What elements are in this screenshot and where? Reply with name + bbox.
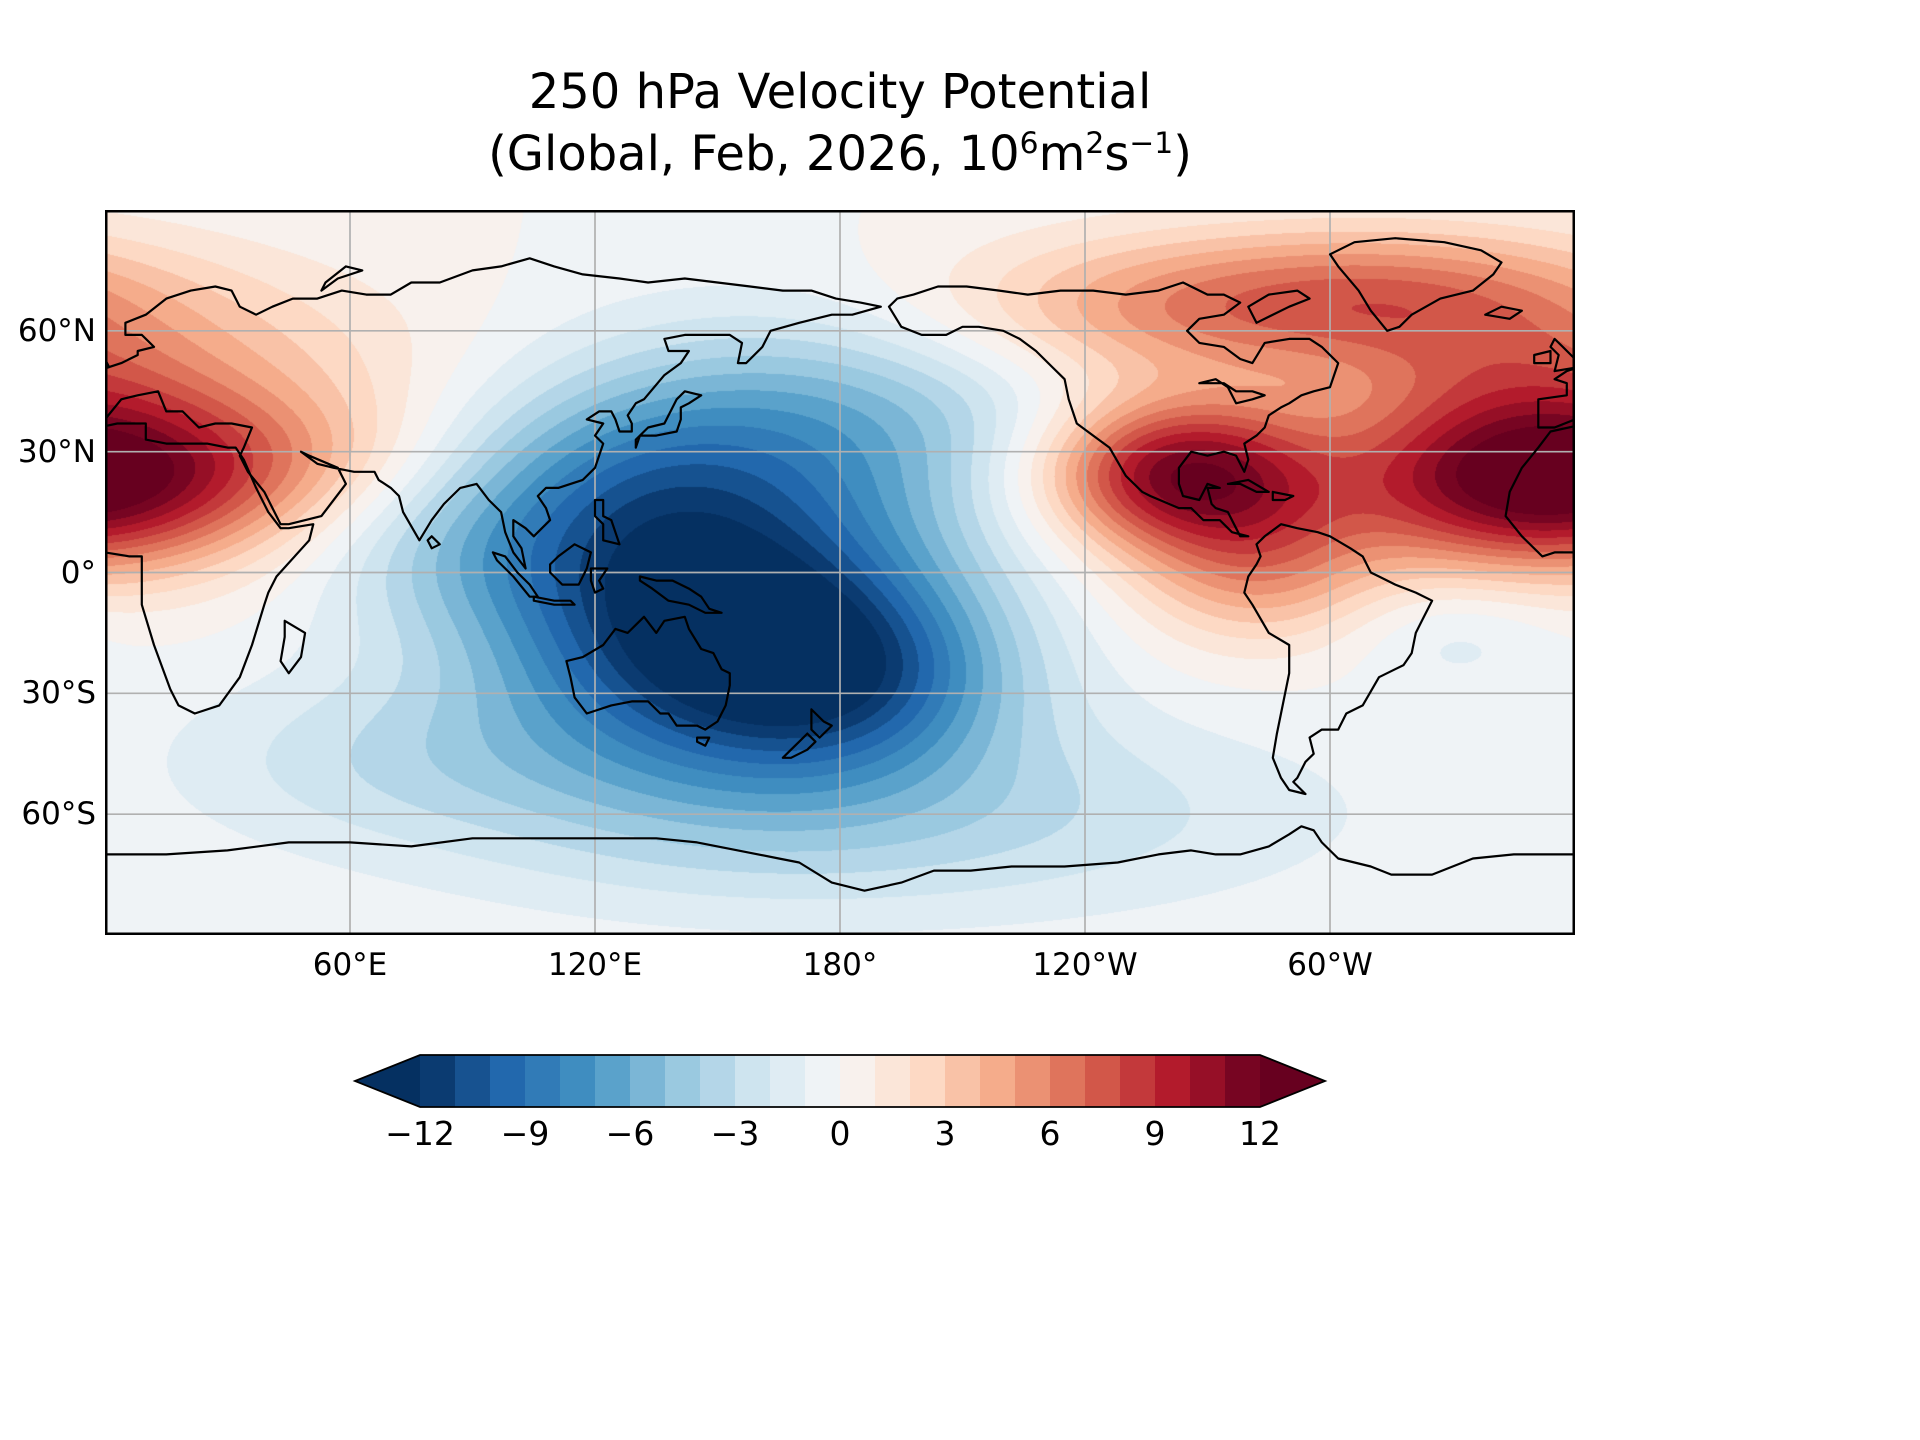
lat-tick-label: 30°N (17, 433, 96, 470)
coastline (549, 543, 592, 586)
lat-tick-label: 60°S (21, 796, 96, 833)
colorbar-outline (352, 1054, 1328, 1108)
coastline (105, 257, 882, 570)
coastline (1271, 490, 1295, 502)
colorbar-tick-label: −9 (500, 1114, 550, 1153)
coastline (105, 357, 111, 369)
coastline (426, 535, 441, 550)
coastline (810, 708, 833, 739)
colorbar-over-arrow (1260, 1055, 1325, 1107)
lat-tick-label: 30°S (21, 675, 96, 712)
coastline (638, 575, 723, 614)
map-overlay (105, 210, 1575, 935)
colorbar (352, 1054, 1328, 1108)
colorbar-segment (910, 1055, 946, 1107)
colorbar-under-arrow (355, 1055, 420, 1107)
lon-tick-label: 120°W (1032, 947, 1138, 983)
chart-title: 250 hPa Velocity Potential (105, 64, 1575, 120)
colorbar-tick-label: −3 (710, 1114, 760, 1153)
coastline (565, 615, 731, 731)
coastline (105, 422, 315, 715)
lon-tick-label: 180° (802, 947, 878, 983)
coastline (1328, 237, 1503, 332)
colorbar-segment (525, 1055, 561, 1107)
colorbar-segment (770, 1055, 806, 1107)
coastline (593, 498, 621, 546)
chart-subtitle: (Global, Feb, 2026, 106m2s−1) (488, 126, 1192, 182)
chart-title-text: 250 hPa Velocity Potential (528, 64, 1152, 120)
lon-tick-label: 120°E (547, 947, 643, 983)
lon-tick-label: 60°E (312, 947, 388, 983)
coastline (696, 736, 711, 747)
coastline (532, 595, 576, 606)
coastline (781, 732, 817, 759)
colorbar-segment (665, 1055, 701, 1107)
colorbar-segment (735, 1055, 771, 1107)
colorbar-segment (490, 1055, 526, 1107)
colorbar-segment (1155, 1055, 1191, 1107)
coastline (1484, 305, 1523, 320)
colorbar-tick-label: 3 (934, 1114, 956, 1153)
coastline (1226, 478, 1270, 493)
colorbar-tick-label: 9 (1144, 1114, 1166, 1153)
coastline (589, 567, 609, 594)
colorbar-segment (1050, 1055, 1086, 1107)
map-plot-area (105, 210, 1575, 935)
lat-tick-label: 0° (60, 554, 96, 591)
coastline (1247, 289, 1311, 324)
colorbar-tick-label: 6 (1039, 1114, 1061, 1153)
lon-tick-label: 60°W (1287, 947, 1373, 983)
colorbar-segment (420, 1055, 456, 1107)
colorbar-segment (630, 1055, 666, 1107)
lat-tick-label: 60°N (17, 312, 96, 349)
coastline (1504, 425, 1575, 558)
colorbar-segment (700, 1055, 736, 1107)
coastline (1549, 337, 1575, 373)
coastline (1198, 378, 1266, 405)
colorbar-segment (595, 1055, 631, 1107)
colorbar-segment (1015, 1055, 1051, 1107)
colorbar-segment (1190, 1055, 1226, 1107)
colorbar-segment (1120, 1055, 1156, 1107)
coastline (1243, 523, 1434, 796)
colorbar-segment (560, 1055, 596, 1107)
coastline (320, 265, 364, 292)
coastline (887, 281, 1340, 538)
coastline (279, 619, 307, 675)
coastline (634, 390, 703, 449)
colorbar-tick-label: −12 (385, 1114, 455, 1153)
coastline (1533, 349, 1552, 365)
colorbar-segment (980, 1055, 1016, 1107)
colorbar-segment (1225, 1055, 1261, 1107)
coastline (105, 825, 1575, 892)
colorbar-segment (805, 1055, 841, 1107)
colorbar-segment (455, 1055, 491, 1107)
colorbar-segment (840, 1055, 876, 1107)
colorbar-tick-label: −6 (605, 1114, 655, 1153)
colorbar-segment (875, 1055, 911, 1107)
axes-border (105, 210, 1575, 935)
colorbar-segment (1085, 1055, 1121, 1107)
colorbar-tick-label: 0 (829, 1114, 851, 1153)
colorbar-segment (945, 1055, 981, 1107)
colorbar-tick-label: 12 (1239, 1114, 1281, 1153)
